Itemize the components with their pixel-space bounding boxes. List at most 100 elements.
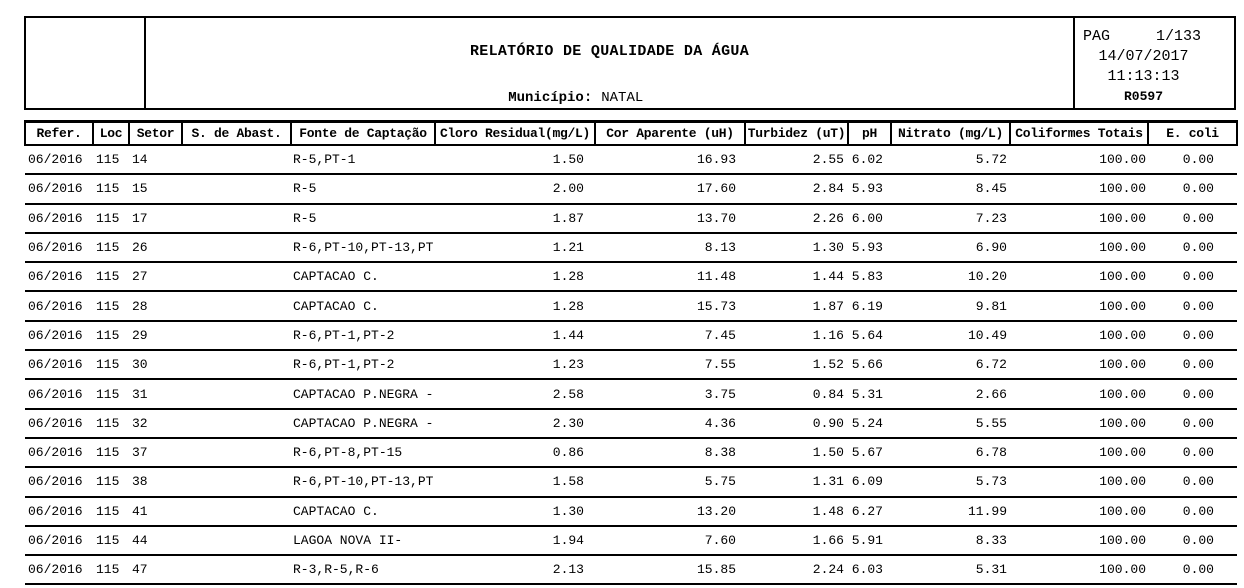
cell-e-coli: 0.00 xyxy=(1148,437,1237,469)
cell-refer: 06/2016 xyxy=(25,145,93,176)
cell-e-coli: 0.00 xyxy=(1148,320,1237,352)
table-row: 06/2016 115 28 CAPTACAO C. 1.28 15.73 1.87 6.19… xyxy=(25,291,1237,322)
cell-s-de-abast xyxy=(182,291,291,322)
cell-nitrato-mg-l: 9.81 xyxy=(891,291,1010,322)
cell-refer: 06/2016 xyxy=(25,408,93,439)
cell-turbidez-ut: 0.90 xyxy=(745,408,848,439)
cell-coliformes-totais: 100.00 xyxy=(1010,379,1148,410)
cell-ph: 5.31 xyxy=(848,379,891,410)
cell-nitrato-mg-l: 10.49 xyxy=(891,320,1010,352)
cell-loc: 115 xyxy=(93,496,129,527)
cell-refer: 06/2016 xyxy=(25,555,93,586)
cell-fonte-de-capta-o: R-5,PT-1 xyxy=(291,145,435,176)
report-time: 11:13:13 xyxy=(1107,68,1180,85)
cell-ph: 6.02 xyxy=(848,145,891,176)
cell-cloro-residual-mg-l: 1.58 xyxy=(435,467,595,498)
cell-setor: 38 xyxy=(129,467,182,498)
cell-nitrato-mg-l: 6.72 xyxy=(891,350,1010,381)
cell-refer: 06/2016 xyxy=(25,232,93,264)
cell-refer: 06/2016 xyxy=(25,291,93,322)
report-code: R0597 xyxy=(1123,89,1163,104)
cell-turbidez-ut: 2.84 xyxy=(745,174,848,205)
cell-turbidez-ut: 2.55 xyxy=(745,145,848,176)
cell-s-de-abast xyxy=(182,262,291,293)
cell-ph: 5.67 xyxy=(848,437,891,469)
cell-nitrato-mg-l: 8.45 xyxy=(891,174,1010,205)
report-header: RELATÓRIO DE QUALIDADE DA ÁGUA Município… xyxy=(24,16,1236,110)
cell-coliformes-totais: 100.00 xyxy=(1010,496,1148,527)
cell-cloro-residual-mg-l: 1.28 xyxy=(435,291,595,322)
cell-refer: 06/2016 xyxy=(25,262,93,293)
cell-setor: 32 xyxy=(129,408,182,439)
cell-nitrato-mg-l: 2.66 xyxy=(891,379,1010,410)
cell-nitrato-mg-l: 6.90 xyxy=(891,232,1010,264)
cell-turbidez-ut: 1.48 xyxy=(745,496,848,527)
cell-nitrato-mg-l: 11.99 xyxy=(891,496,1010,527)
cell-cloro-residual-mg-l: 2.58 xyxy=(435,379,595,410)
cell-coliformes-totais: 100.00 xyxy=(1010,408,1148,439)
cell-s-de-abast xyxy=(182,437,291,469)
pag-label: PAG xyxy=(1083,28,1111,45)
cell-cloro-residual-mg-l: 0.86 xyxy=(435,437,595,469)
cell-nitrato-mg-l: 10.20 xyxy=(891,262,1010,293)
cell-ph: 5.91 xyxy=(848,525,891,557)
report-title: RELATÓRIO DE QUALIDADE DA ÁGUA xyxy=(469,43,750,60)
title-box: RELATÓRIO DE QUALIDADE DA ÁGUA Município… xyxy=(146,18,1073,108)
cell-e-coli: 0.00 xyxy=(1148,350,1237,381)
cell-loc: 115 xyxy=(93,232,129,264)
cell-setor: 31 xyxy=(129,379,182,410)
cell-cloro-residual-mg-l: 2.00 xyxy=(435,174,595,205)
column-header-fonte-de-capta-o: Fonte de Captação xyxy=(290,120,436,146)
cell-cor-aparente-uh: 16.93 xyxy=(595,145,745,176)
cell-s-de-abast xyxy=(182,350,291,381)
page-number: 1/133 xyxy=(1155,28,1201,45)
cell-cloro-residual-mg-l: 1.50 xyxy=(435,145,595,176)
table-row: 06/2016 115 15 R-5 2.00 17.60 2.84 5.93 8.45 100.… xyxy=(25,174,1237,205)
logo-box xyxy=(26,18,146,108)
cell-s-de-abast xyxy=(182,496,291,527)
cell-ph: 6.03 xyxy=(848,555,891,586)
cell-s-de-abast xyxy=(182,174,291,205)
cell-fonte-de-capta-o: R-6,PT-10,PT-13,PT xyxy=(291,467,435,498)
cell-cor-aparente-uh: 11.48 xyxy=(595,262,745,293)
column-header-turbidez-ut: Turbidez (uT) xyxy=(744,120,849,146)
table-row: 06/2016 115 14 R-5,PT-1 1.50 16.93 2.55 6.02 5.7… xyxy=(25,145,1237,176)
cell-cor-aparente-uh: 7.55 xyxy=(595,350,745,381)
table-row: 06/2016 115 30 R-6,PT-1,PT-2 1.23 7.55 1.52 5.6… xyxy=(25,350,1237,381)
cell-setor: 28 xyxy=(129,291,182,322)
cell-refer: 06/2016 xyxy=(25,525,93,557)
cell-cor-aparente-uh: 17.60 xyxy=(595,174,745,205)
cell-fonte-de-capta-o: R-6,PT-10,PT-13,PT xyxy=(291,232,435,264)
cell-nitrato-mg-l: 6.78 xyxy=(891,437,1010,469)
cell-fonte-de-capta-o: CAPTACAO P.NEGRA - xyxy=(291,408,435,439)
cell-ph: 5.24 xyxy=(848,408,891,439)
cell-s-de-abast xyxy=(182,320,291,352)
cell-s-de-abast xyxy=(182,408,291,439)
cell-s-de-abast xyxy=(182,525,291,557)
cell-fonte-de-capta-o: R-6,PT-8,PT-15 xyxy=(291,437,435,469)
cell-refer: 06/2016 xyxy=(25,203,93,234)
cell-loc: 115 xyxy=(93,291,129,322)
cell-loc: 115 xyxy=(93,203,129,234)
cell-e-coli: 0.00 xyxy=(1148,174,1237,205)
cell-fonte-de-capta-o: R-6,PT-1,PT-2 xyxy=(291,320,435,352)
water-quality-table: Refer. Loc Setor S. de Abast. Fonte de Capta… xyxy=(24,120,1238,586)
cell-loc: 115 xyxy=(93,437,129,469)
column-header-cloro-residual-mg-l: Cloro Residual(mg/L) xyxy=(434,120,596,146)
cell-fonte-de-capta-o: CAPTACAO C. xyxy=(291,262,435,293)
column-header-refer: Refer. xyxy=(24,120,94,146)
page-info-box: PAG 1/133 14/07/2017 11:13:13 R0597 xyxy=(1073,18,1234,108)
table-row: 06/2016 115 41 CAPTACAO C. 1.30 13.20 1.48 6.27… xyxy=(25,496,1237,527)
cell-turbidez-ut: 2.24 xyxy=(745,555,848,586)
table-row: 06/2016 115 26 R-6,PT-10,PT-13,PT 1.21 8.13 1.… xyxy=(25,232,1237,264)
municipality-line: Município: NATAL xyxy=(441,74,643,122)
cell-cor-aparente-uh: 13.70 xyxy=(595,203,745,234)
table-row: 06/2016 115 32 CAPTACAO P.NEGRA -2.30 4.36 0.… xyxy=(25,408,1237,439)
cell-e-coli: 0.00 xyxy=(1148,525,1237,557)
cell-loc: 115 xyxy=(93,555,129,586)
cell-refer: 06/2016 xyxy=(25,379,93,410)
cell-cor-aparente-uh: 5.75 xyxy=(595,467,745,498)
table-row: 06/2016 115 44 LAGOA NOVA II- 1.94 7.60 1.66 5.… xyxy=(25,525,1237,557)
cell-nitrato-mg-l: 5.55 xyxy=(891,408,1010,439)
cell-nitrato-mg-l: 5.31 xyxy=(891,555,1010,586)
